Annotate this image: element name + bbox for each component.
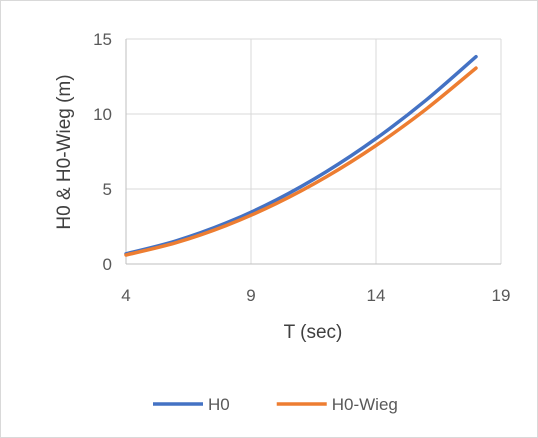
series-lines bbox=[124, 54, 478, 257]
y-tick-label: 0 bbox=[103, 255, 112, 274]
tick-labels: 0 5 10 15 4 9 14 19 bbox=[93, 30, 510, 305]
x-axis-title: T (sec) bbox=[284, 322, 343, 343]
y-tick-label: 10 bbox=[93, 105, 112, 124]
x-tick-label: 14 bbox=[367, 286, 386, 305]
y-tick-label: 5 bbox=[103, 180, 112, 199]
legend-label-1: H0-Wieg bbox=[332, 395, 398, 414]
axes bbox=[125, 39, 501, 265]
legend-label-0: H0 bbox=[208, 395, 230, 414]
series-line-1 bbox=[124, 66, 478, 257]
legend: H0 H0-Wieg bbox=[153, 395, 398, 414]
x-tick-label: 9 bbox=[246, 286, 255, 305]
series-line-0 bbox=[124, 54, 478, 256]
y-axis-title: H0 & H0-Wieg (m) bbox=[54, 74, 75, 229]
gridlines bbox=[126, 38, 502, 264]
y-tick-label: 15 bbox=[93, 30, 112, 49]
x-tick-label: 4 bbox=[121, 286, 130, 305]
x-tick-label: 19 bbox=[492, 286, 511, 305]
